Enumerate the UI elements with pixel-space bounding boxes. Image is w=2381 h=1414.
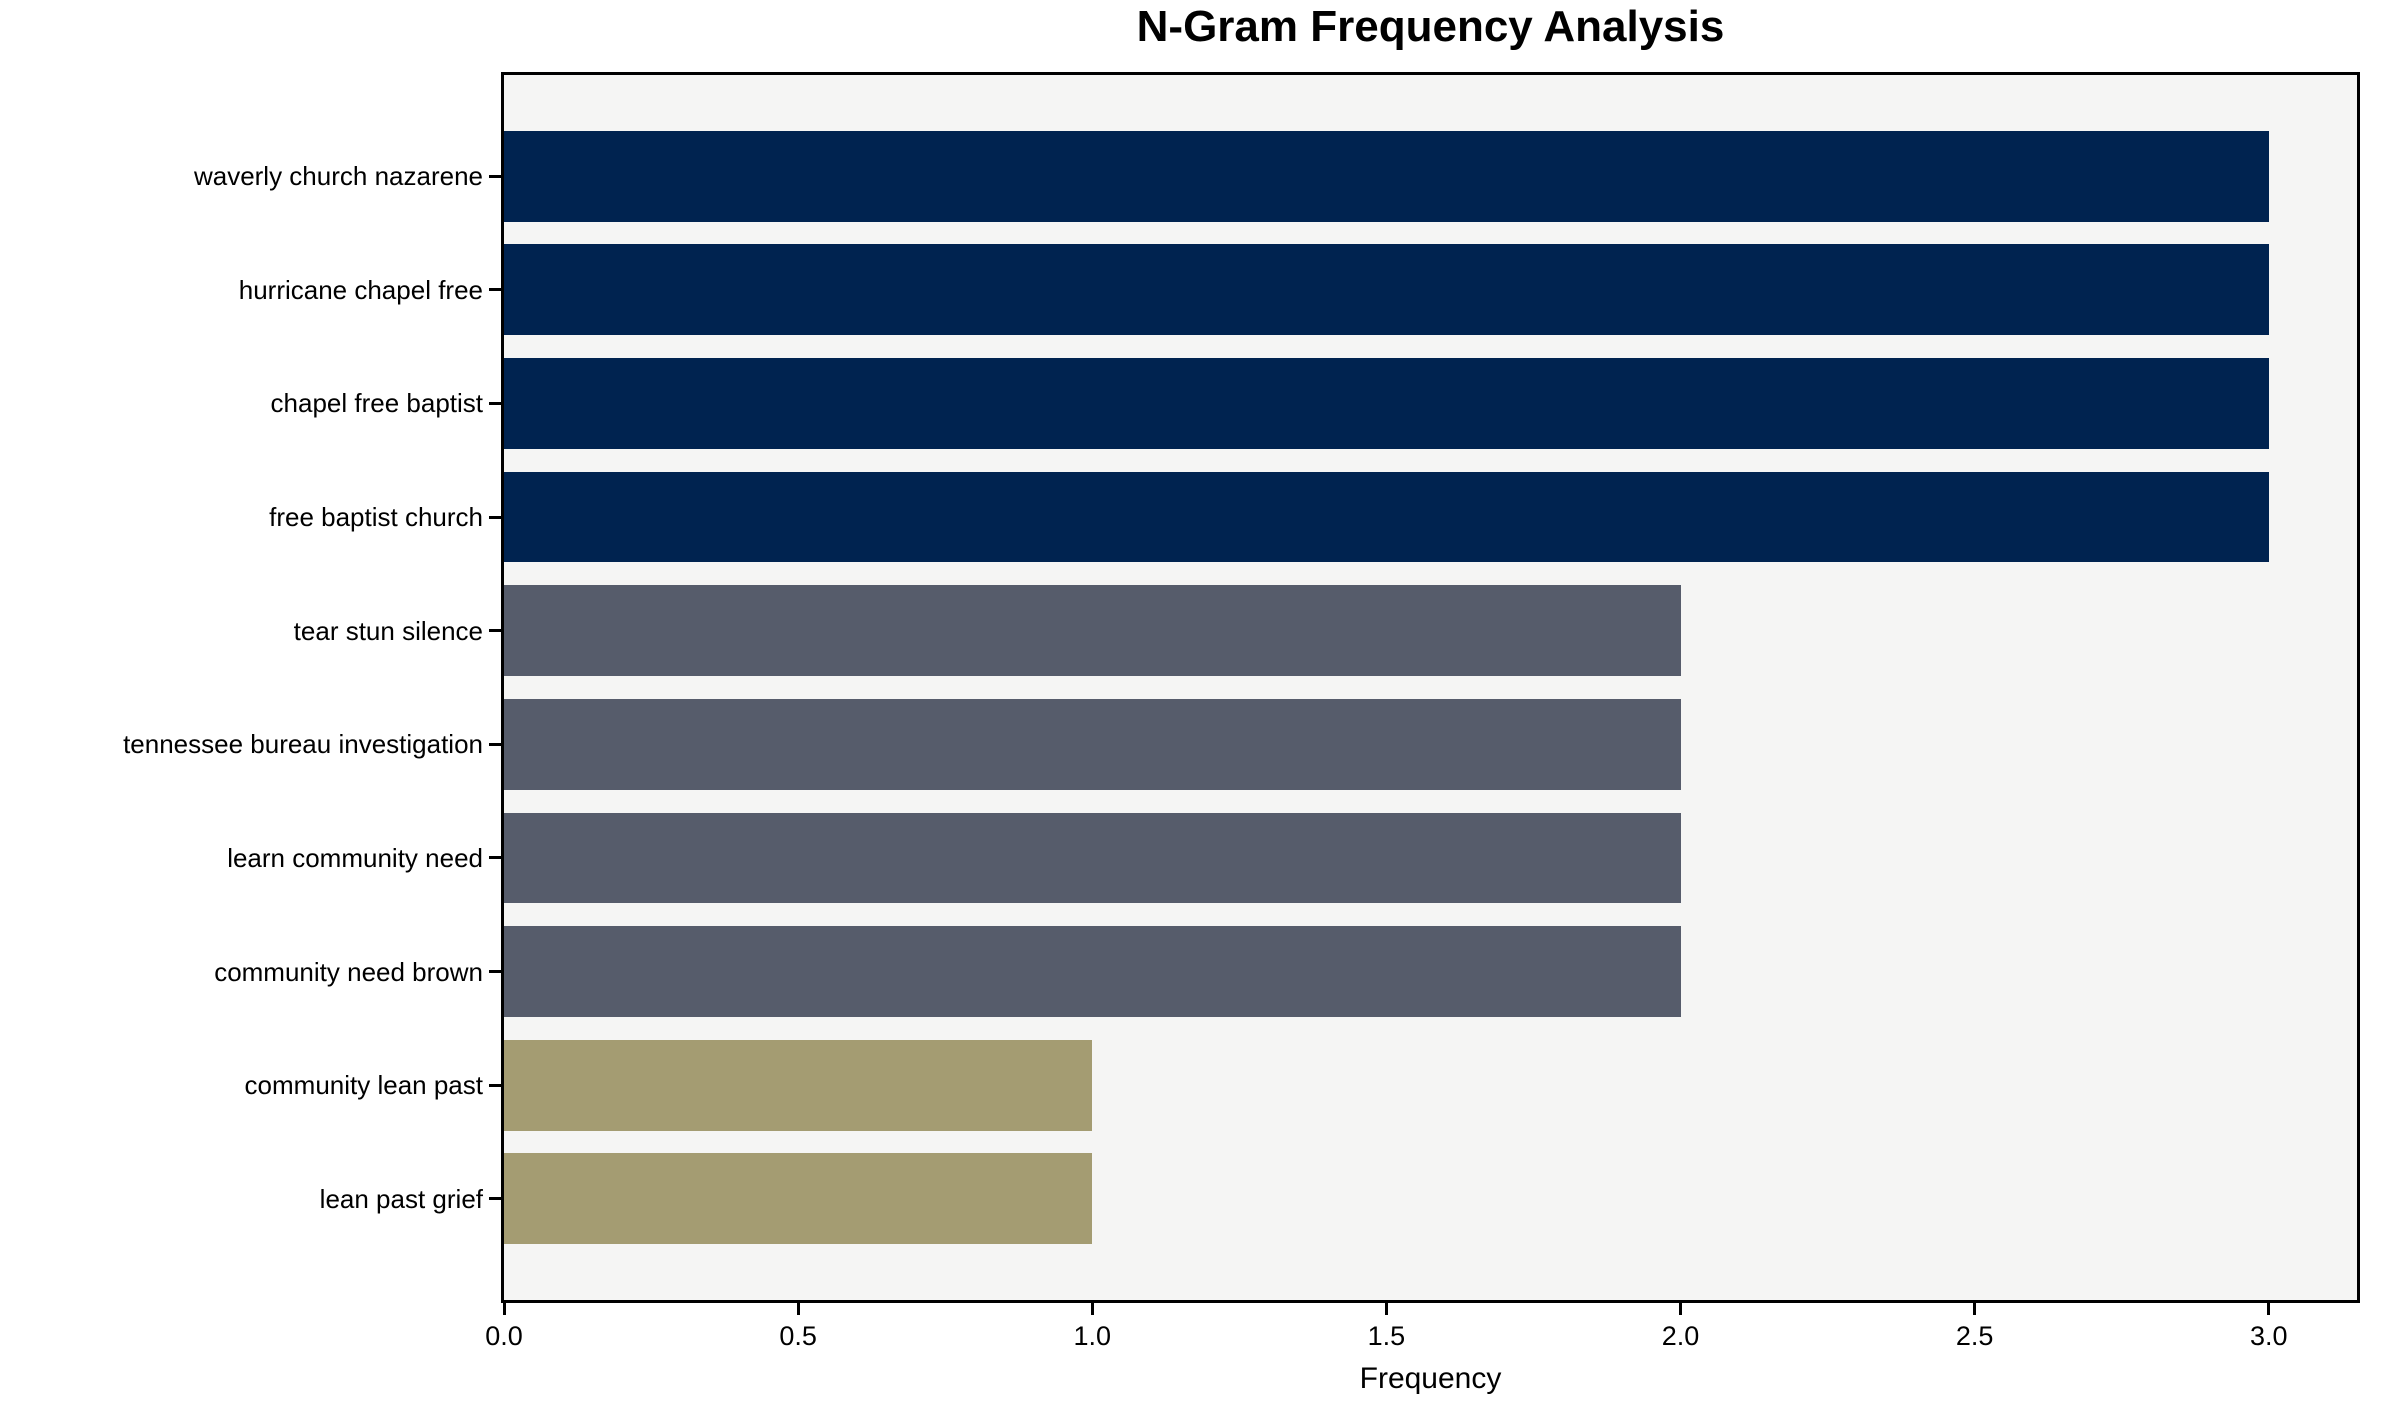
y-tick-mark bbox=[489, 742, 501, 746]
bar-tennessee-bureau-investigation bbox=[504, 698, 1681, 790]
y-tick-label: lean past grief bbox=[319, 1183, 483, 1214]
bar-waverly-church-nazarene bbox=[504, 130, 2269, 222]
plot-area bbox=[501, 72, 2360, 1303]
x-tick-label: 3.0 bbox=[2249, 1321, 2288, 1351]
x-tick-label: 1.5 bbox=[1367, 1321, 1406, 1351]
x-tick-mark bbox=[1679, 1303, 1682, 1315]
x-tick-label: 1.0 bbox=[1073, 1321, 1112, 1351]
bar-community-need-brown bbox=[504, 926, 1681, 1018]
bar-tear-stun-silence bbox=[504, 585, 1681, 677]
bar-free-baptist-church bbox=[504, 471, 2269, 563]
x-tick-mark bbox=[2267, 1303, 2271, 1315]
y-tick-mark bbox=[489, 1197, 501, 1201]
y-tick-label: community lean past bbox=[244, 1070, 483, 1101]
x-tick-mark bbox=[1973, 1303, 1977, 1315]
y-tick-mark bbox=[489, 515, 501, 519]
y-tick-label: tear stun silence bbox=[293, 615, 483, 646]
y-tick-label: chapel free baptist bbox=[270, 388, 483, 419]
y-tick-label: waverly church nazarene bbox=[193, 161, 483, 192]
y-tick-mark bbox=[489, 856, 501, 860]
x-tick-mark bbox=[1090, 1303, 1094, 1315]
y-tick-label: learn community need bbox=[227, 842, 483, 873]
y-tick-label: community need brown bbox=[214, 956, 483, 987]
x-tick-label: 2.0 bbox=[1661, 1321, 1700, 1351]
y-tick-mark bbox=[489, 401, 501, 405]
x-axis-label: Frequency bbox=[1359, 1362, 1502, 1395]
y-tick-label: tennessee bureau investigation bbox=[123, 729, 483, 760]
bar-lean-past-grief bbox=[504, 1153, 1093, 1245]
x-tick-mark bbox=[502, 1303, 506, 1315]
chart-title: N-Gram Frequency Analysis bbox=[1136, 2, 1725, 51]
x-tick-label: 2.5 bbox=[1955, 1321, 1994, 1351]
x-tick-label: 0.0 bbox=[485, 1321, 523, 1351]
y-tick-mark bbox=[489, 174, 501, 178]
y-tick-mark bbox=[489, 970, 501, 974]
y-tick-label: hurricane chapel free bbox=[238, 274, 483, 305]
bar-community-lean-past bbox=[504, 1039, 1093, 1131]
bar-hurricane-chapel-free bbox=[504, 244, 2269, 336]
bar-learn-community-need bbox=[504, 812, 1681, 904]
x-tick-mark bbox=[796, 1303, 800, 1315]
y-tick-mark bbox=[489, 629, 501, 633]
x-tick-mark bbox=[1384, 1303, 1388, 1315]
y-tick-mark bbox=[489, 288, 501, 292]
bar-chapel-free-baptist bbox=[504, 357, 2269, 449]
y-tick-mark bbox=[489, 1083, 501, 1087]
x-tick-label: 0.5 bbox=[779, 1321, 817, 1351]
y-tick-label: free baptist church bbox=[269, 502, 483, 533]
